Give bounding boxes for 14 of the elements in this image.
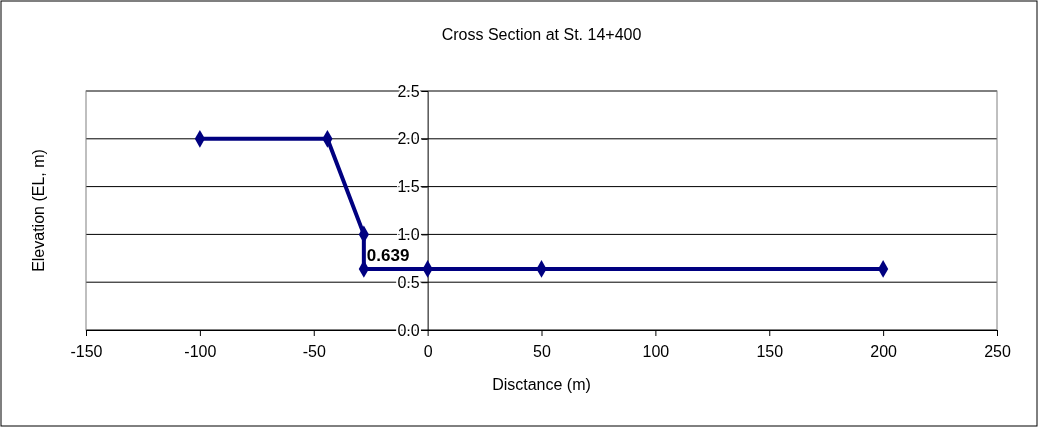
x-tick-label: 250 [984,343,1011,361]
x-tick-label: 200 [870,343,898,361]
x-tick-label: -100 [184,343,217,361]
annotation: 0.639 [366,245,410,265]
x-tick-label: -50 [302,343,326,361]
y-axis-title: Elevation (EL, m) [30,149,47,272]
x-tick-label: 50 [533,343,551,361]
y-tick-label: 2.5 [397,82,420,100]
x-axis-title: Disctance (m) [492,376,591,393]
x-tick-label: 100 [642,343,670,361]
x-tick-label: -150 [70,343,103,361]
x-tick-label: 150 [756,343,784,361]
chart-title: Cross Section at St. 14+400 [441,26,642,43]
x-tick-label: 0 [423,343,433,361]
